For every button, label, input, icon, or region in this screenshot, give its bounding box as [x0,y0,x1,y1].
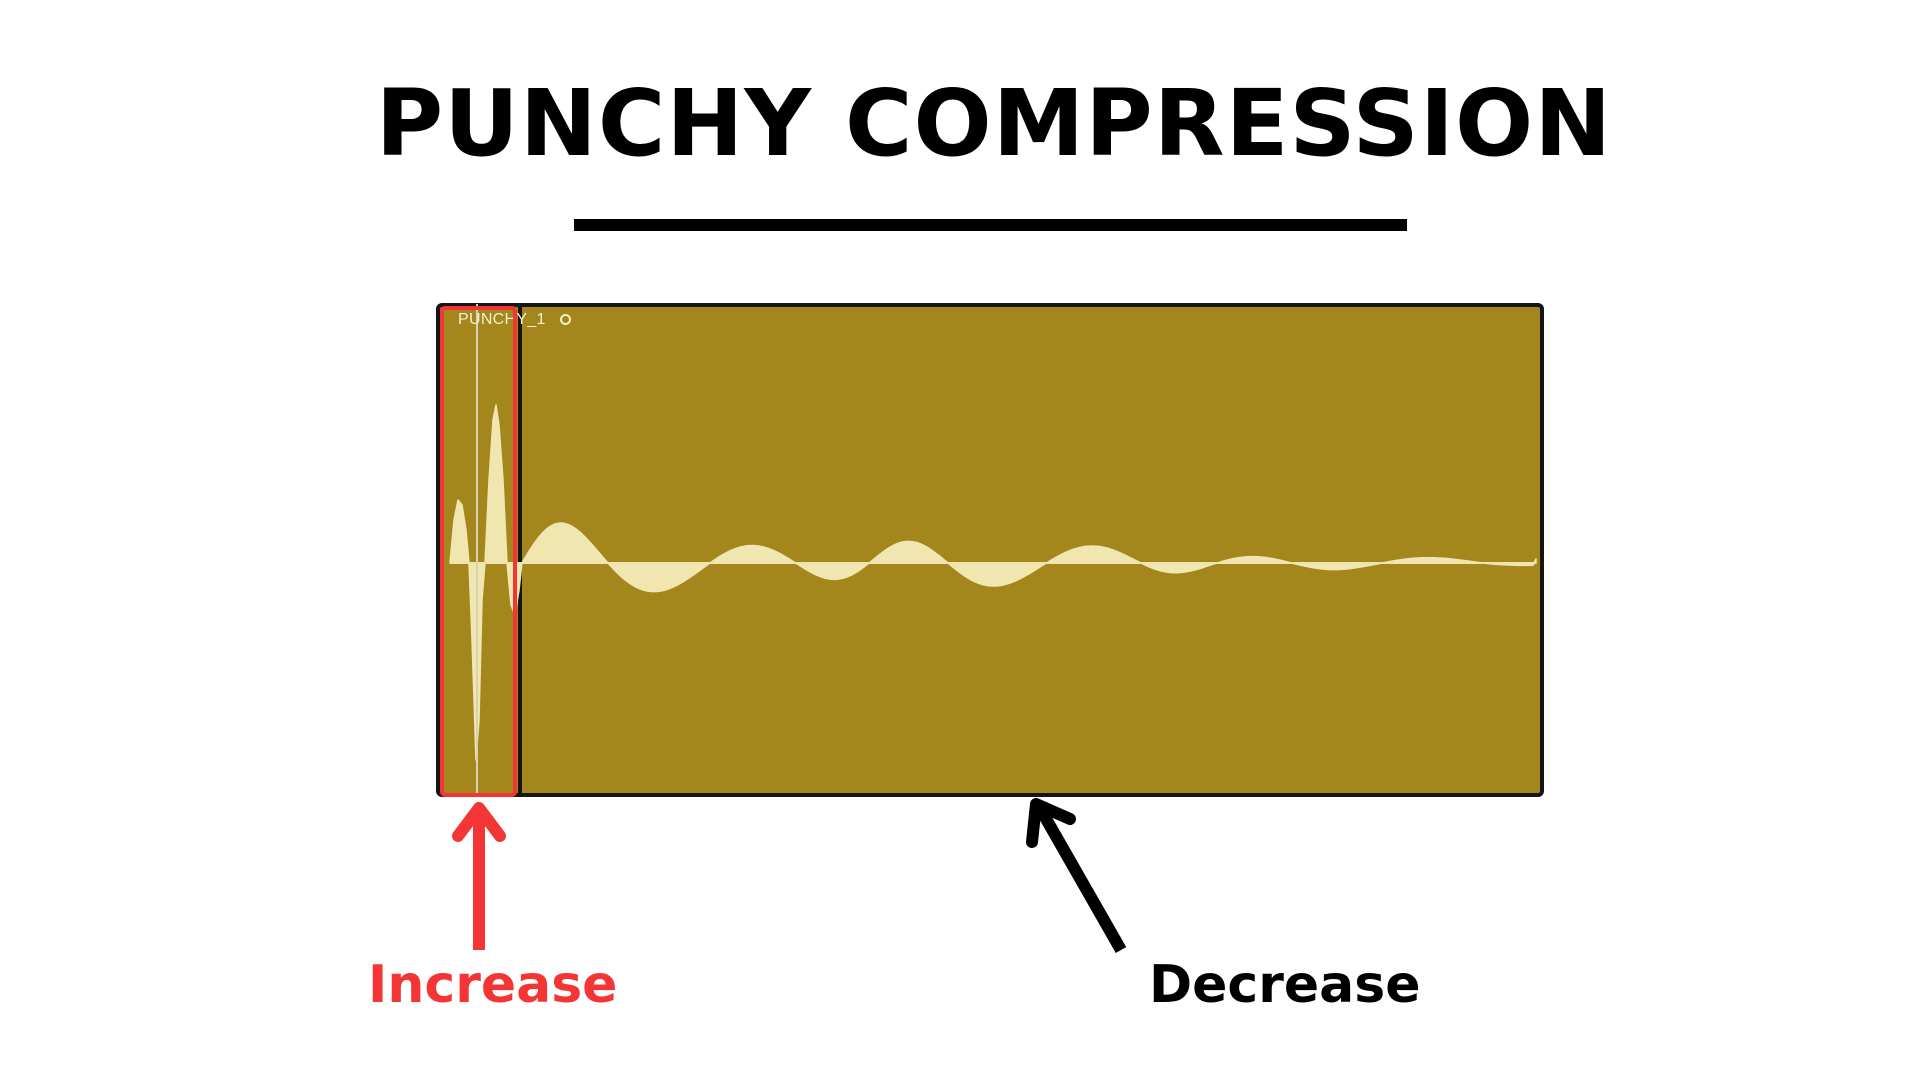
playhead[interactable] [476,304,478,796]
loop-circle-icon [560,314,571,325]
decrease-label: Decrease [1149,955,1421,1015]
increase-arrow-icon [452,802,506,950]
increase-label: Increase [368,955,618,1015]
page-title: PUNCHY COMPRESSION [375,70,1613,177]
audio-clip[interactable] [436,303,1544,797]
clip-divider [518,304,522,796]
title-underline [574,219,1407,231]
clip-name-label: PUNCHY_1 [458,311,546,328]
transient-highlight-box [440,306,517,797]
decrease-arrow-icon [1026,798,1127,953]
